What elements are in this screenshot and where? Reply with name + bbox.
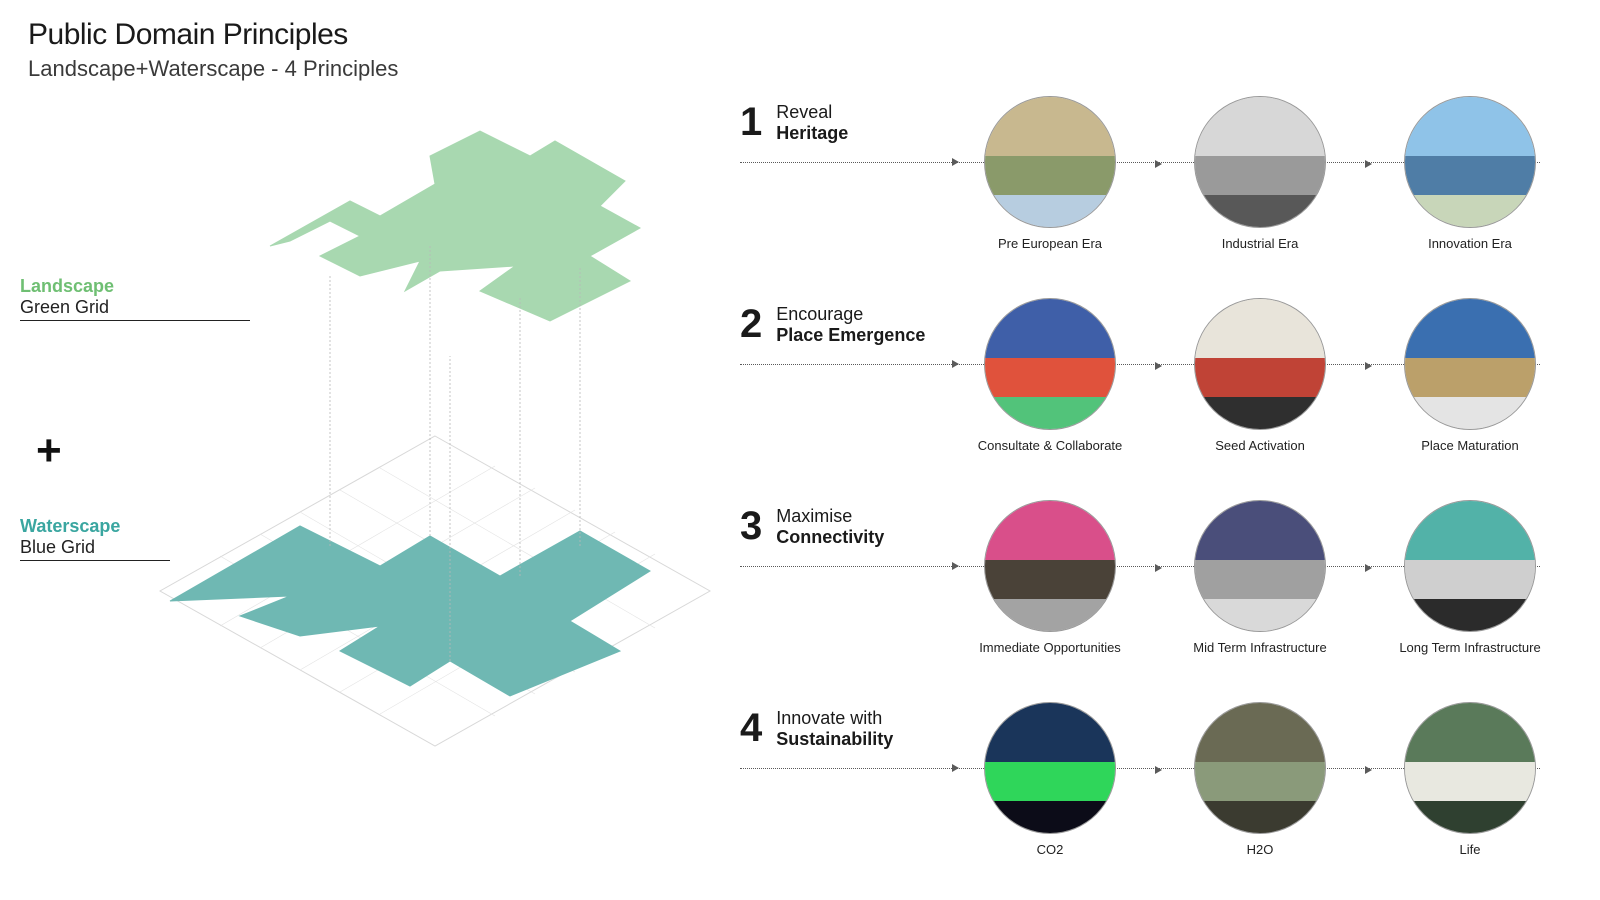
arrow-icon [1155, 160, 1162, 168]
stage-item: Place Maturation [1400, 298, 1540, 453]
arrow-icon [1155, 564, 1162, 572]
principle-text-line1: Innovate with [776, 708, 893, 729]
stage-item: Long Term Infrastructure [1400, 500, 1540, 655]
principle-row: 4 Innovate with Sustainability CO2 H2O [740, 702, 1570, 882]
stage-caption: CO2 [1037, 842, 1064, 857]
arrow-icon [952, 562, 959, 570]
arrow-icon [1365, 160, 1372, 168]
principle-head: 1 Reveal Heritage [740, 96, 970, 144]
stage-thumbnail [984, 96, 1116, 228]
arrow-icon [952, 764, 959, 772]
stage-item: H2O [1190, 702, 1330, 857]
principle-text-line2: Heritage [776, 123, 848, 144]
principle-row: 3 Maximise Connectivity Immediate Opport… [740, 500, 1570, 680]
stage-item: Mid Term Infrastructure [1190, 500, 1330, 655]
principle-row: 1 Reveal Heritage Pre European Era Indus… [740, 96, 1570, 276]
arrow-icon [1155, 766, 1162, 774]
stage-thumbnail [1194, 96, 1326, 228]
stage-caption: Life [1460, 842, 1481, 857]
landscape-label-l2: Green Grid [20, 297, 180, 318]
principle-text-line2: Sustainability [776, 729, 893, 750]
stage-caption: Industrial Era [1222, 236, 1299, 251]
waterscape-label: Waterscape Blue Grid [20, 516, 170, 561]
principle-circles: CO2 H2O Life [970, 702, 1570, 857]
waterscape-shape [150, 426, 720, 756]
principle-text: Maximise Connectivity [776, 506, 884, 548]
principle-number: 2 [740, 304, 762, 344]
stage-item: Seed Activation [1190, 298, 1330, 453]
diagram-left: Landscape Green Grid + [20, 96, 720, 856]
stage-thumbnail [1404, 298, 1536, 430]
principle-text-line1: Maximise [776, 506, 884, 527]
arrow-icon [952, 360, 959, 368]
principle-number: 3 [740, 506, 762, 546]
stage-thumbnail [984, 702, 1116, 834]
page-title: Public Domain Principles [28, 18, 398, 52]
landscape-label: Landscape Green Grid [20, 276, 250, 321]
principle-text: Encourage Place Emergence [776, 304, 925, 346]
stage-thumbnail [1194, 702, 1326, 834]
stage-item: Consultate & Collaborate [980, 298, 1120, 453]
principle-text-line2: Connectivity [776, 527, 884, 548]
principle-text-line2: Place Emergence [776, 325, 925, 346]
waterscape-label-l2: Blue Grid [20, 537, 100, 558]
principle-head: 3 Maximise Connectivity [740, 500, 970, 548]
principle-circles: Immediate Opportunities Mid Term Infrast… [970, 500, 1570, 655]
stage-item: CO2 [980, 702, 1120, 857]
stage-item: Life [1400, 702, 1540, 857]
arrow-icon [1365, 362, 1372, 370]
principle-text-line1: Reveal [776, 102, 848, 123]
stage-thumbnail [1404, 96, 1536, 228]
arrow-icon [1365, 766, 1372, 774]
principle-number: 1 [740, 102, 762, 142]
stage-caption: Long Term Infrastructure [1399, 640, 1540, 655]
principle-text: Innovate with Sustainability [776, 708, 893, 750]
stage-item: Industrial Era [1190, 96, 1330, 251]
arrow-icon [1155, 362, 1162, 370]
stage-caption: Pre European Era [998, 236, 1102, 251]
stage-item: Innovation Era [1400, 96, 1540, 251]
stage-caption: Seed Activation [1215, 438, 1305, 453]
principle-text: Reveal Heritage [776, 102, 848, 144]
stage-thumbnail [984, 298, 1116, 430]
page-subtitle: Landscape+Waterscape - 4 Principles [28, 56, 398, 82]
principle-head: 4 Innovate with Sustainability [740, 702, 970, 750]
stage-caption: Immediate Opportunities [979, 640, 1121, 655]
stage-caption: H2O [1247, 842, 1274, 857]
stage-thumbnail [1194, 298, 1326, 430]
stage-thumbnail [1404, 702, 1536, 834]
principle-circles: Consultate & Collaborate Seed Activation… [970, 298, 1570, 453]
plus-icon: + [36, 426, 62, 476]
stage-caption: Consultate & Collaborate [978, 438, 1123, 453]
waterscape-label-l1: Waterscape [20, 516, 100, 537]
arrow-icon [952, 158, 959, 166]
stage-caption: Innovation Era [1428, 236, 1512, 251]
stage-caption: Place Maturation [1421, 438, 1519, 453]
stage-thumbnail [1194, 500, 1326, 632]
principle-head: 2 Encourage Place Emergence [740, 298, 970, 346]
stage-item: Pre European Era [980, 96, 1120, 251]
principle-row: 2 Encourage Place Emergence Consultate &… [740, 298, 1570, 478]
arrow-icon [1365, 564, 1372, 572]
stage-item: Immediate Opportunities [980, 500, 1120, 655]
header: Public Domain Principles Landscape+Water… [28, 18, 398, 82]
principle-circles: Pre European Era Industrial Era Innovati… [970, 96, 1570, 251]
stage-thumbnail [1404, 500, 1536, 632]
stage-thumbnail [984, 500, 1116, 632]
landscape-label-l1: Landscape [20, 276, 180, 297]
principles-list: 1 Reveal Heritage Pre European Era Indus… [740, 96, 1570, 886]
landscape-shape [230, 96, 700, 356]
stage-caption: Mid Term Infrastructure [1193, 640, 1326, 655]
principle-text-line1: Encourage [776, 304, 925, 325]
principle-number: 4 [740, 708, 762, 748]
